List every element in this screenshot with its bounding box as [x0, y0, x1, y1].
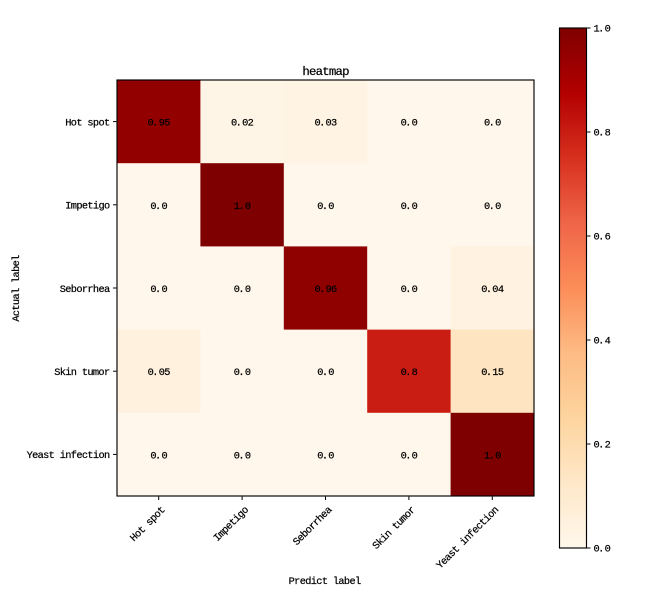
svg-text:0.95: 0.95	[148, 118, 171, 130]
svg-text:Seborrhea: Seborrhea	[60, 284, 110, 296]
svg-text:0.0: 0.0	[150, 284, 167, 296]
svg-text:0.0: 0.0	[234, 367, 251, 379]
svg-text:Impetigo: Impetigo	[65, 201, 110, 213]
svg-text:0.0: 0.0	[594, 544, 611, 556]
svg-text:0.8: 0.8	[401, 367, 418, 379]
svg-text:0.96: 0.96	[314, 284, 337, 296]
svg-text:0.0: 0.0	[484, 201, 501, 213]
svg-text:0.0: 0.0	[401, 450, 418, 462]
svg-text:0.6: 0.6	[594, 232, 611, 244]
svg-text:0.15: 0.15	[481, 367, 504, 379]
svg-text:0.0: 0.0	[234, 284, 251, 296]
svg-text:0.0: 0.0	[484, 118, 501, 130]
svg-text:Actual label: Actual label	[11, 255, 23, 322]
svg-text:0.0: 0.0	[317, 450, 334, 462]
svg-text:1.0: 1.0	[594, 24, 611, 36]
svg-text:Predict label: Predict label	[289, 576, 361, 588]
svg-text:Hot spot: Hot spot	[65, 117, 110, 129]
svg-text:0.04: 0.04	[481, 284, 504, 296]
svg-text:1.0: 1.0	[484, 450, 501, 462]
svg-text:0.0: 0.0	[150, 450, 167, 462]
svg-text:0.0: 0.0	[150, 201, 167, 213]
svg-text:0.0: 0.0	[317, 367, 334, 379]
svg-text:0.0: 0.0	[317, 201, 334, 213]
svg-text:0.03: 0.03	[314, 118, 337, 130]
svg-text:0.02: 0.02	[231, 118, 254, 130]
svg-text:0.05: 0.05	[148, 367, 171, 379]
svg-text:0.8: 0.8	[594, 128, 611, 140]
svg-text:0.4: 0.4	[594, 336, 611, 348]
svg-text:Yeast infection: Yeast infection	[27, 450, 110, 462]
svg-text:0.0: 0.0	[401, 284, 418, 296]
svg-text:1.0: 1.0	[234, 201, 251, 213]
svg-text:0.0: 0.0	[401, 201, 418, 213]
svg-text:Skin tumor: Skin tumor	[54, 367, 110, 379]
svg-text:heatmap: heatmap	[302, 65, 349, 79]
svg-text:0.0: 0.0	[234, 450, 251, 462]
svg-text:0.2: 0.2	[594, 440, 611, 452]
svg-text:0.0: 0.0	[401, 118, 418, 130]
